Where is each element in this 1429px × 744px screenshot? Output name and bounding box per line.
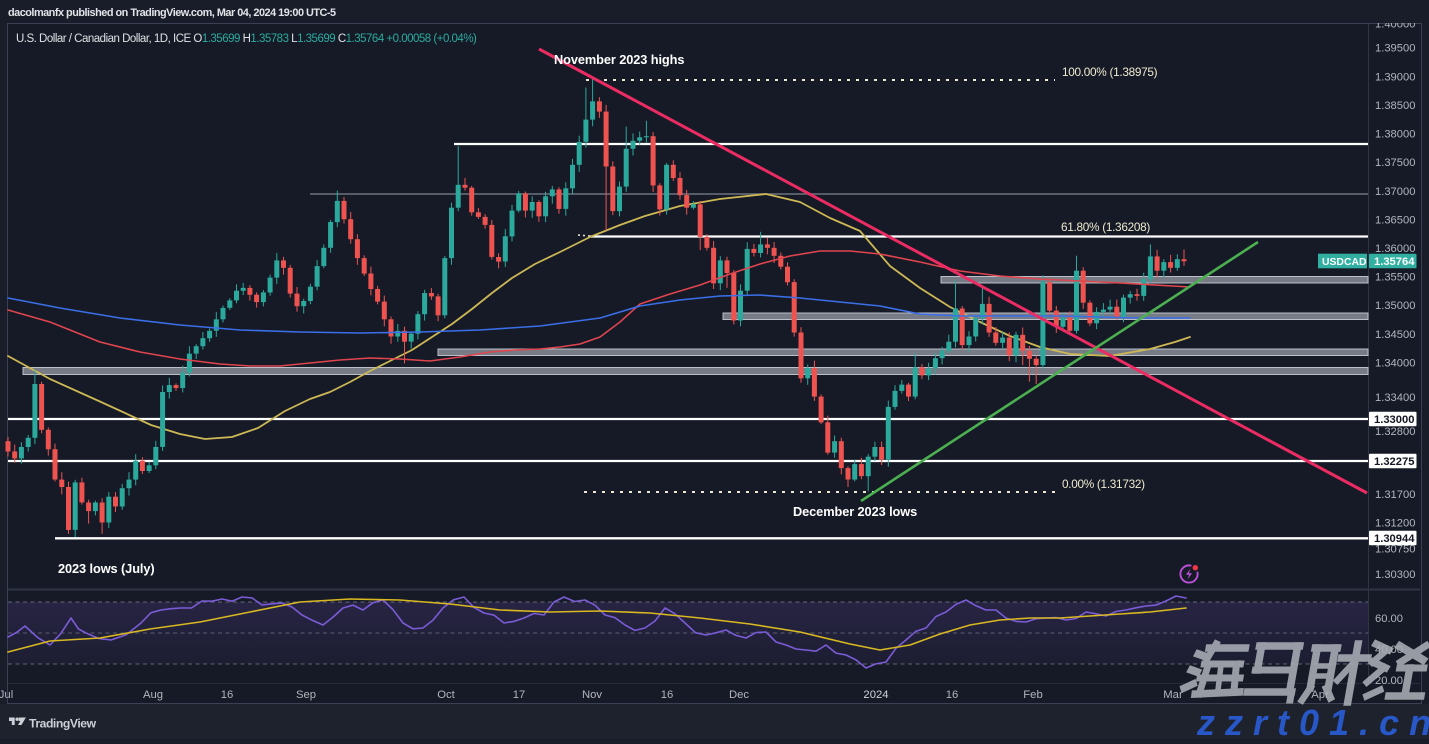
svg-text:1.37000: 1.37000 — [1375, 186, 1415, 198]
svg-text:1.32275: 1.32275 — [1374, 456, 1414, 468]
svg-text:Aug: Aug — [143, 689, 163, 701]
svg-text:16: 16 — [946, 689, 959, 701]
svg-text:61.80% (1.36208): 61.80% (1.36208) — [1061, 220, 1150, 234]
svg-text:TradingView: TradingView — [29, 717, 97, 731]
svg-text:1.31200: 1.31200 — [1375, 518, 1415, 530]
svg-text:z z r t 0 1 . c n: z z r t 0 1 . c n — [1196, 702, 1429, 739]
svg-text:Sep: Sep — [296, 689, 316, 701]
svg-text:20.00: 20.00 — [1375, 675, 1403, 687]
svg-text:Feb: Feb — [1023, 689, 1042, 701]
svg-text:16: 16 — [661, 689, 674, 701]
svg-text:1.35000: 1.35000 — [1375, 300, 1415, 312]
svg-text:1.30750: 1.30750 — [1375, 543, 1415, 555]
svg-text:1.36500: 1.36500 — [1375, 214, 1415, 226]
svg-text:U.S. Dollar / Canadian Dollar,: U.S. Dollar / Canadian Dollar, 1D, ICE O… — [16, 33, 477, 45]
svg-text:1.33400: 1.33400 — [1375, 392, 1415, 404]
svg-text:1.37500: 1.37500 — [1375, 157, 1415, 169]
svg-text:1.38500: 1.38500 — [1375, 100, 1415, 112]
svg-text:Dec: Dec — [729, 689, 749, 701]
svg-text:0.00% (1.31732): 0.00% (1.31732) — [1062, 477, 1145, 491]
svg-text:2024: 2024 — [863, 689, 888, 701]
svg-text:November 2023 highs: November 2023 highs — [554, 52, 684, 67]
svg-text:1.35500: 1.35500 — [1375, 272, 1415, 284]
svg-text:Nov: Nov — [582, 689, 602, 701]
svg-text:Jul: Jul — [0, 689, 13, 701]
svg-text:17: 17 — [513, 689, 526, 701]
svg-text:1.30944: 1.30944 — [1374, 533, 1415, 545]
svg-text:1.39500: 1.39500 — [1375, 43, 1415, 55]
svg-text:1.34000: 1.34000 — [1375, 357, 1415, 369]
svg-text:dacolmanfx published on Tradin: dacolmanfx published on TradingView.com,… — [8, 7, 336, 19]
svg-text:1.33000: 1.33000 — [1374, 414, 1414, 426]
svg-text:1.32800: 1.32800 — [1375, 426, 1415, 438]
svg-text:1.30300: 1.30300 — [1375, 569, 1415, 581]
svg-text:1.36000: 1.36000 — [1375, 243, 1415, 255]
svg-text:Mar: Mar — [1163, 689, 1183, 701]
svg-text:2023 lows (July): 2023 lows (July) — [58, 561, 155, 576]
svg-text:1.34500: 1.34500 — [1375, 329, 1415, 341]
svg-text:1.35764: 1.35764 — [1374, 256, 1415, 268]
svg-text:December 2023 lows: December 2023 lows — [793, 504, 917, 519]
svg-text:60.00: 60.00 — [1375, 613, 1403, 625]
svg-text:1.39000: 1.39000 — [1375, 71, 1415, 83]
svg-text:16: 16 — [221, 689, 234, 701]
svg-text:USDCAD: USDCAD — [1322, 257, 1367, 268]
svg-text:100.00% (1.38975): 100.00% (1.38975) — [1062, 65, 1158, 79]
svg-text:1.38000: 1.38000 — [1375, 129, 1415, 141]
svg-text:Oct: Oct — [437, 689, 455, 701]
svg-text:1.31700: 1.31700 — [1375, 489, 1415, 501]
